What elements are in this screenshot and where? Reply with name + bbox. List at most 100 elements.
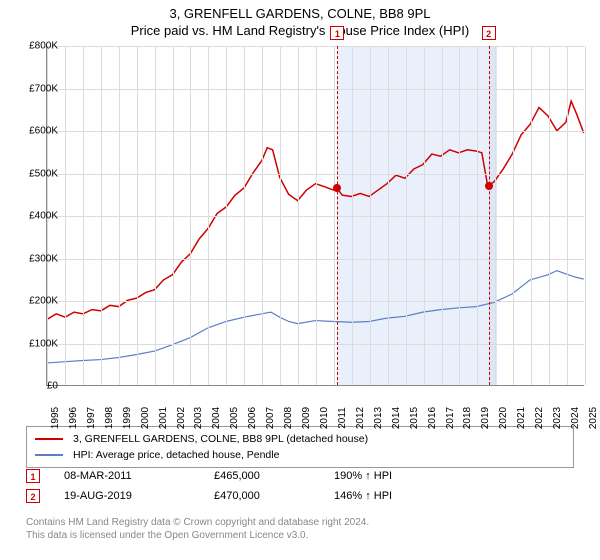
gridline-v — [495, 46, 496, 385]
x-tick-label: 2006 — [247, 407, 258, 429]
x-tick-label: 2012 — [355, 407, 366, 429]
footer-line-2: This data is licensed under the Open Gov… — [26, 529, 574, 542]
gridline-v — [406, 46, 407, 385]
gridline-v — [531, 46, 532, 385]
gridline-v — [334, 46, 335, 385]
x-tick-label: 2008 — [283, 407, 294, 429]
x-tick-label: 2025 — [588, 407, 599, 429]
y-tick-label: £400K — [16, 211, 58, 222]
gridline-v — [549, 46, 550, 385]
gridline-v — [65, 46, 66, 385]
gridline-v — [262, 46, 263, 385]
sales-pct-vs-hpi: 146% ↑ HPI — [334, 490, 444, 502]
legend-label: 3, GRENFELL GARDENS, COLNE, BB8 9PL (det… — [73, 433, 368, 445]
marker-label-box: 2 — [482, 26, 496, 40]
footer-line-1: Contains HM Land Registry data © Crown c… — [26, 516, 574, 529]
gridline-v — [513, 46, 514, 385]
gridline-v — [477, 46, 478, 385]
x-tick-label: 1997 — [86, 407, 97, 429]
sales-price: £465,000 — [214, 470, 334, 482]
gridline-v — [137, 46, 138, 385]
x-tick-label: 2001 — [158, 407, 169, 429]
x-tick-label: 2010 — [319, 407, 330, 429]
y-tick-label: £100K — [16, 338, 58, 349]
sale-point — [333, 184, 341, 192]
gridline-v — [244, 46, 245, 385]
sales-row: 2 19-AUG-2019£470,000146% ↑ HPI — [26, 486, 574, 506]
sale-point — [485, 182, 493, 190]
gridline-v — [442, 46, 443, 385]
sales-date: 19-AUG-2019 — [64, 490, 214, 502]
marker-label-box: 1 — [330, 26, 344, 40]
footer-attribution: Contains HM Land Registry data © Crown c… — [26, 516, 574, 542]
y-tick-label: £0 — [16, 381, 58, 392]
gridline-v — [459, 46, 460, 385]
gridline-v — [190, 46, 191, 385]
x-tick-label: 2018 — [462, 407, 473, 429]
sales-table: 1 08-MAR-2011£465,000190% ↑ HPI 2 19-AUG-20… — [26, 466, 574, 506]
sales-price: £470,000 — [214, 490, 334, 502]
x-tick-label: 2003 — [193, 407, 204, 429]
x-tick-label: 2005 — [229, 407, 240, 429]
gridline-v — [226, 46, 227, 385]
gridline-v — [567, 46, 568, 385]
x-tick-label: 2007 — [265, 407, 276, 429]
x-tick-label: 1998 — [104, 407, 115, 429]
x-tick-label: 2023 — [552, 407, 563, 429]
sales-marker-box: 2 — [26, 489, 40, 503]
x-tick-label: 2000 — [140, 407, 151, 429]
sales-pct-vs-hpi: 190% ↑ HPI — [334, 470, 444, 482]
legend-row: 3, GRENFELL GARDENS, COLNE, BB8 9PL (det… — [35, 431, 565, 447]
y-tick-label: £600K — [16, 126, 58, 137]
gridline-v — [298, 46, 299, 385]
gridline-v — [119, 46, 120, 385]
legend-box: 3, GRENFELL GARDENS, COLNE, BB8 9PL (det… — [26, 426, 574, 468]
x-tick-label: 2011 — [337, 407, 348, 429]
marker-dashed-line — [489, 46, 490, 385]
marker-dashed-line — [337, 46, 338, 385]
sales-date: 08-MAR-2011 — [64, 470, 214, 482]
gridline-v — [173, 46, 174, 385]
x-tick-label: 2004 — [211, 407, 222, 429]
gridline-v — [352, 46, 353, 385]
chart-plot-area: 12 — [46, 46, 584, 386]
x-tick-label: 2022 — [534, 407, 545, 429]
chart-title: 3, GRENFELL GARDENS, COLNE, BB8 9PL — [0, 6, 600, 21]
gridline-v — [424, 46, 425, 385]
chart-container: 3, GRENFELL GARDENS, COLNE, BB8 9PL Pric… — [0, 0, 600, 560]
gridline-v — [388, 46, 389, 385]
gridline-v — [280, 46, 281, 385]
x-tick-label: 1995 — [50, 407, 61, 429]
x-tick-label: 2024 — [570, 407, 581, 429]
x-tick-label: 2002 — [176, 407, 187, 429]
sales-marker-box: 1 — [26, 469, 40, 483]
chart-subtitle: Price paid vs. HM Land Registry's House … — [0, 23, 600, 38]
gridline-v — [101, 46, 102, 385]
title-block: 3, GRENFELL GARDENS, COLNE, BB8 9PL Pric… — [0, 0, 600, 40]
y-tick-label: £700K — [16, 83, 58, 94]
x-tick-label: 2019 — [480, 407, 491, 429]
legend-label: HPI: Average price, detached house, Pend… — [73, 449, 279, 461]
gridline-v — [83, 46, 84, 385]
x-tick-label: 2009 — [301, 407, 312, 429]
gridline-v — [585, 46, 586, 385]
sales-row: 1 08-MAR-2011£465,000190% ↑ HPI — [26, 466, 574, 486]
x-tick-label: 2017 — [445, 407, 456, 429]
legend-swatch — [35, 454, 63, 456]
x-tick-label: 1999 — [122, 407, 133, 429]
legend-row: HPI: Average price, detached house, Pend… — [35, 447, 565, 463]
y-tick-label: £800K — [16, 41, 58, 52]
x-tick-label: 2016 — [427, 407, 438, 429]
x-tick-label: 2015 — [409, 407, 420, 429]
x-tick-label: 2021 — [516, 407, 527, 429]
gridline-v — [155, 46, 156, 385]
y-tick-label: £500K — [16, 168, 58, 179]
y-tick-label: £200K — [16, 296, 58, 307]
gridline-v — [316, 46, 317, 385]
gridline-v — [208, 46, 209, 385]
x-tick-label: 1996 — [68, 407, 79, 429]
gridline-v — [370, 46, 371, 385]
x-tick-label: 2013 — [373, 407, 384, 429]
legend-swatch — [35, 438, 63, 440]
y-tick-label: £300K — [16, 253, 58, 264]
